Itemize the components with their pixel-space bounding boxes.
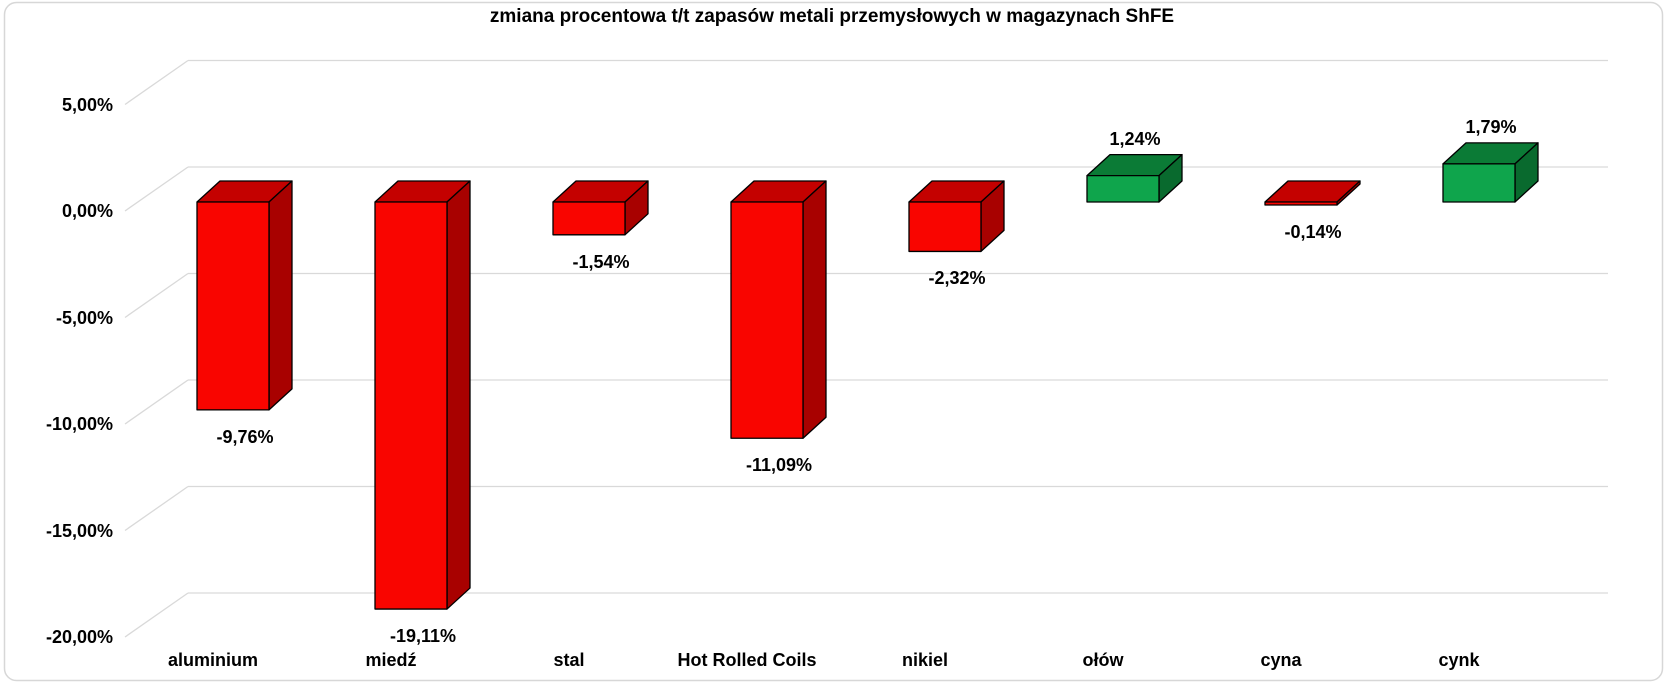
value-label-stal: -1,54%: [572, 251, 630, 272]
value-label-Hot Rolled Coils: -11,09%: [745, 455, 813, 476]
y-axis-tick-label-2: -5,00%: [55, 307, 113, 328]
value-label-cynk: 1,79%: [1465, 116, 1517, 137]
y-axis-tick-label-1: 0,00%: [61, 201, 113, 221]
category-label-cyna: cyna: [1260, 650, 1302, 670]
bar-front-face: [374, 201, 448, 610]
category-label-miedź: miedź: [365, 650, 417, 670]
bar-aluminium: [196, 180, 293, 411]
gridline-tick--15,00%: [124, 485, 189, 532]
bar-Hot Rolled Coils: [730, 180, 827, 439]
bar-front-face: [552, 201, 626, 236]
category-label-aluminium: aluminium: [167, 650, 258, 670]
bar-side-face: [268, 180, 293, 411]
bar-front-face: [908, 201, 982, 253]
y-axis-tick-label-3: -10,00%: [45, 414, 113, 434]
bar-front-face: [730, 201, 804, 439]
value-label-ołów: 1,24%: [1109, 128, 1161, 149]
bar-front-face: [1086, 174, 1160, 203]
value-label-aluminium: -9,76%: [216, 426, 274, 447]
gridline-tick--20,00%: [124, 592, 189, 638]
y-axis-tick-label-5: -20,00%: [45, 627, 113, 647]
bar-front-face: [196, 201, 270, 411]
y-axis-tick-label-0: 5,00%: [61, 94, 113, 115]
bar-cyna: [1264, 180, 1361, 206]
category-label-nikiel: nikiel: [901, 650, 949, 670]
value-label-miedź: -19,11%: [389, 626, 457, 647]
gridline-tick--5,00%: [124, 272, 189, 319]
gridline-tick-0,00%: [124, 166, 189, 212]
chart-title: zmiana procentowa t/t zapasów metali prz…: [489, 6, 1175, 27]
bar-front-face: [1442, 163, 1516, 203]
bar-cynk: [1442, 142, 1539, 203]
bar-top-face: [1264, 180, 1361, 203]
category-label-stal: stal: [553, 650, 585, 670]
category-label-ołów: ołów: [1082, 650, 1124, 670]
bar-nikiel: [908, 180, 1005, 253]
bar-side-face: [446, 180, 471, 610]
chart-border: [3, 1, 1664, 682]
category-label-Hot Rolled Coils: Hot Rolled Coils: [677, 650, 817, 670]
gridline-tick--10,00%: [124, 379, 189, 425]
bar-side-face: [802, 180, 827, 439]
gridline-tick-5,00%: [124, 59, 189, 106]
value-label-cyna: -0,14%: [1284, 221, 1342, 242]
bar-front-face: [1264, 201, 1338, 206]
bar-ołów: [1086, 153, 1183, 203]
bar-miedź: [374, 180, 471, 610]
category-label-cynk: cynk: [1438, 650, 1480, 670]
value-label-nikiel: -2,32%: [928, 268, 986, 289]
bar-stal: [552, 180, 649, 236]
y-axis-tick-label-4: -15,00%: [45, 520, 113, 541]
